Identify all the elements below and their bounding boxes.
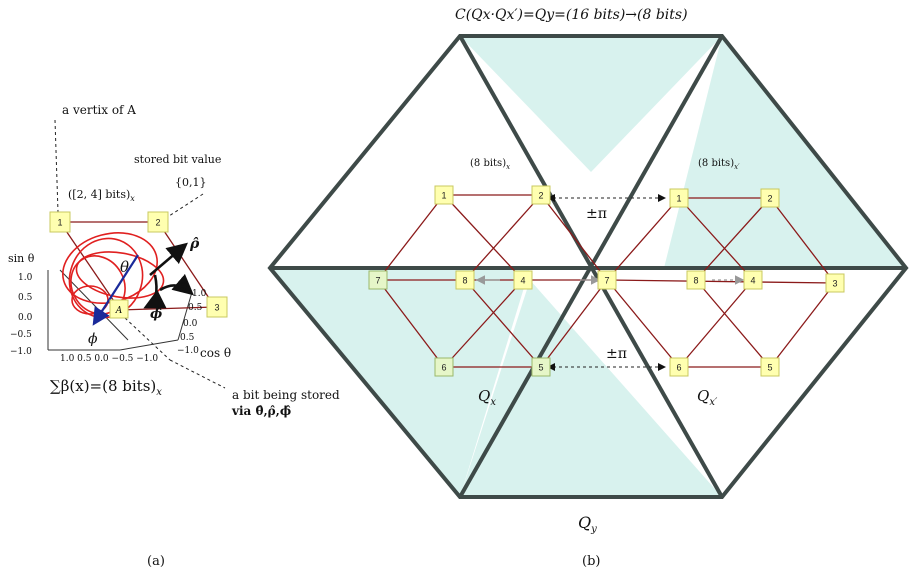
axis-bottom-right: [119, 339, 179, 351]
y-tick-1: 1.0: [18, 273, 33, 283]
svg-text:2: 2: [767, 194, 772, 204]
right-node-5: 5: [760, 357, 780, 377]
node-label: 1: [57, 218, 62, 228]
phi-hat-label: ϕ̂: [150, 307, 162, 322]
rho-hat-label: ρ̂: [189, 236, 200, 252]
right-group-label: (8 bits)x′: [698, 158, 740, 171]
sum-label: ∑β(x)=(8 bits)x: [50, 377, 162, 398]
pm-pi-top: ±π: [586, 206, 607, 222]
qy-label: Qy: [578, 513, 597, 535]
svg-text:5: 5: [767, 363, 772, 373]
sin-theta-label: sin θ: [8, 252, 35, 265]
svg-text:4: 4: [520, 276, 525, 286]
pm-pi-bottom: ±π: [606, 346, 627, 362]
axis-right: [177, 291, 193, 341]
svg-text:2: 2: [538, 191, 543, 201]
stored-bit-callout-line: [165, 193, 204, 219]
cos-tick-3: 0.0: [183, 319, 198, 329]
cos-tick-5: 1.0: [192, 289, 207, 299]
panel-a: 1 2 3 A a vertix of A stored bit value {…: [8, 103, 340, 569]
phi-hat-arrow: [143, 274, 167, 309]
svg-text:6: 6: [441, 363, 446, 373]
bit-stored-callout-line-2: [169, 359, 226, 389]
svg-text:5: 5: [538, 363, 543, 373]
svg-text:7: 7: [604, 276, 609, 286]
theta-label: θ: [120, 258, 129, 276]
vertex-a-label: A: [115, 306, 123, 316]
blue-vector-arrow: [92, 254, 139, 326]
node-label: 2: [155, 218, 160, 228]
tri-top-right: [664, 36, 906, 268]
right-node-1: 1: [669, 188, 689, 208]
qxp-label: Qx′: [697, 387, 718, 408]
qx-label: Qx: [478, 387, 496, 408]
cos-tick-4: 0.5: [188, 303, 203, 313]
right-node-7: 7: [597, 270, 617, 290]
cos-tick-2: 0.5: [180, 333, 195, 343]
y-tick-5: −1.0: [10, 347, 32, 357]
cos-theta-label: cos θ: [200, 346, 231, 360]
right-node-8: 8: [686, 270, 706, 290]
svg-text:8: 8: [693, 276, 698, 286]
left-node-4: 4: [513, 270, 533, 290]
left-node-2: 2: [531, 185, 551, 205]
svg-text:3: 3: [832, 279, 837, 289]
left-node-7: 7: [368, 270, 388, 290]
panel-b: 1 2 7 8 4 6 5 1 2 7 8 4 3 6 5 C(Qx·Qx′)=…: [267, 7, 909, 569]
stored-bit-callout-text: stored bit value: [134, 153, 221, 166]
caption-a: (a): [147, 554, 165, 569]
tri-bottom: [460, 280, 722, 497]
node-a-1: 1: [49, 211, 71, 233]
svg-text:8: 8: [462, 276, 467, 286]
stored-bit-set: {0,1}: [175, 176, 207, 189]
caption-b: (b): [582, 554, 600, 569]
right-node-6: 6: [669, 357, 689, 377]
bits-range-label: ([2, 4] bits)x: [68, 188, 135, 203]
bit-stored-callout-line: [124, 317, 171, 361]
svg-text:4: 4: [750, 276, 755, 286]
tri-bottom-left: [270, 268, 530, 497]
right-node-4: 4: [743, 270, 763, 290]
right-node-2: 2: [760, 188, 780, 208]
node-a-2: 2: [147, 211, 169, 233]
svg-text:6: 6: [676, 363, 681, 373]
theta-hat-arrow: [159, 273, 194, 296]
svg-text:7: 7: [375, 276, 380, 286]
panel-b-title: C(Qx·Qx′)=Qy=(16 bits)→(8 bits): [455, 7, 688, 23]
left-node-8: 8: [455, 270, 475, 290]
cos-tick-1: −1.0: [177, 346, 199, 356]
phi-label: ϕ: [88, 331, 98, 347]
edge-A-3: [119, 306, 216, 311]
left-node-1: 1: [434, 185, 454, 205]
bit-stored-text-2: via θ̂,ρ̂,ϕ̂: [231, 404, 291, 418]
y-tick-3: 0.0: [18, 313, 33, 323]
vertex-callout-text: a vertix of A: [62, 103, 136, 117]
bit-stored-text-1: a bit being stored: [232, 388, 340, 402]
edge-2-3: [157, 221, 216, 308]
y-tick-4: −0.5: [10, 330, 32, 340]
vertex-callout-line: [54, 119, 59, 213]
node-label: 3: [214, 303, 219, 313]
y-tick-2: 0.5: [18, 293, 33, 303]
rho-hat-arrow: [149, 242, 188, 276]
x-ticks: 1.0 0.5 0.0 −0.5 −1.0: [60, 354, 158, 364]
left-group-label: (8 bits)x: [470, 158, 510, 171]
theta-hat-label: θ̂: [178, 281, 187, 296]
tri-top: [460, 36, 722, 172]
right-node-3: 3: [825, 273, 845, 293]
vertex-a: A: [109, 299, 129, 319]
node-a-3: 3: [206, 296, 228, 318]
left-node-6: 6: [434, 357, 454, 377]
right-graph-edges: [606, 197, 836, 368]
red-spiral: [62, 232, 165, 319]
left-node-5: 5: [531, 357, 551, 377]
svg-text:1: 1: [676, 194, 681, 204]
svg-text:1: 1: [441, 191, 446, 201]
